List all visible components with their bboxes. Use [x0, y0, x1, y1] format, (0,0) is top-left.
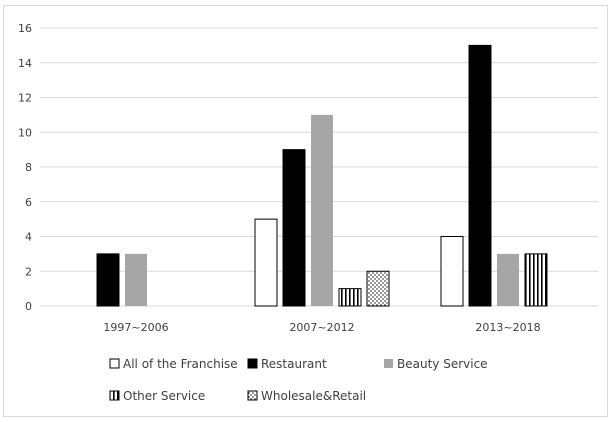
x-tick-label: 1997~2006 [103, 321, 168, 334]
legend-label: Beauty Service [397, 357, 488, 371]
y-tick-label: 12 [18, 92, 32, 105]
y-tick-label: 4 [25, 231, 32, 244]
legend-swatch-wholesale-retail [248, 391, 257, 400]
x-tick-label: 2013~2018 [475, 321, 540, 334]
y-tick-label: 14 [18, 57, 32, 70]
bar-beauty-service-2007~2012 [311, 115, 333, 306]
y-tick-label: 8 [25, 161, 32, 174]
bar-other-service-2013~2018 [525, 254, 547, 306]
bar-all-of-the-franchise-2013~2018 [441, 237, 463, 307]
legend-swatch-other-service [110, 391, 119, 400]
bar-wholesale-retail-2007~2012 [367, 271, 389, 306]
bar-restaurant-1997~2006 [97, 254, 119, 306]
y-tick-label: 2 [25, 265, 32, 278]
legend-label: Restaurant [261, 357, 327, 371]
legend-label: All of the Franchise [123, 357, 238, 371]
y-tick-label: 16 [18, 22, 32, 35]
bar-beauty-service-1997~2006 [125, 254, 147, 306]
x-axis: 1997~2006 2007~2012 2013~2018 [103, 321, 540, 334]
legend-swatch-all-of-the-franchise [110, 359, 119, 368]
y-tick-label: 0 [25, 300, 32, 313]
bars [97, 45, 547, 306]
bar-restaurant-2007~2012 [283, 150, 305, 306]
bar-other-service-2007~2012 [339, 289, 361, 306]
legend: All of the Franchise Restaurant Beauty Ser… [110, 357, 488, 403]
y-tick-label: 10 [18, 126, 32, 139]
legend-swatch-beauty-service [384, 359, 393, 368]
bar-restaurant-2013~2018 [469, 45, 491, 306]
bar-all-of-the-franchise-2007~2012 [255, 219, 277, 306]
bar-beauty-service-2013~2018 [497, 254, 519, 306]
x-tick-label: 2007~2012 [289, 321, 354, 334]
legend-swatch-restaurant [248, 359, 257, 368]
y-axis: 0 2 4 6 8 10 12 14 16 [18, 22, 32, 313]
legend-label: Wholesale&Retail [261, 389, 366, 403]
legend-label: Other Service [123, 389, 205, 403]
y-tick-label: 6 [25, 196, 32, 209]
